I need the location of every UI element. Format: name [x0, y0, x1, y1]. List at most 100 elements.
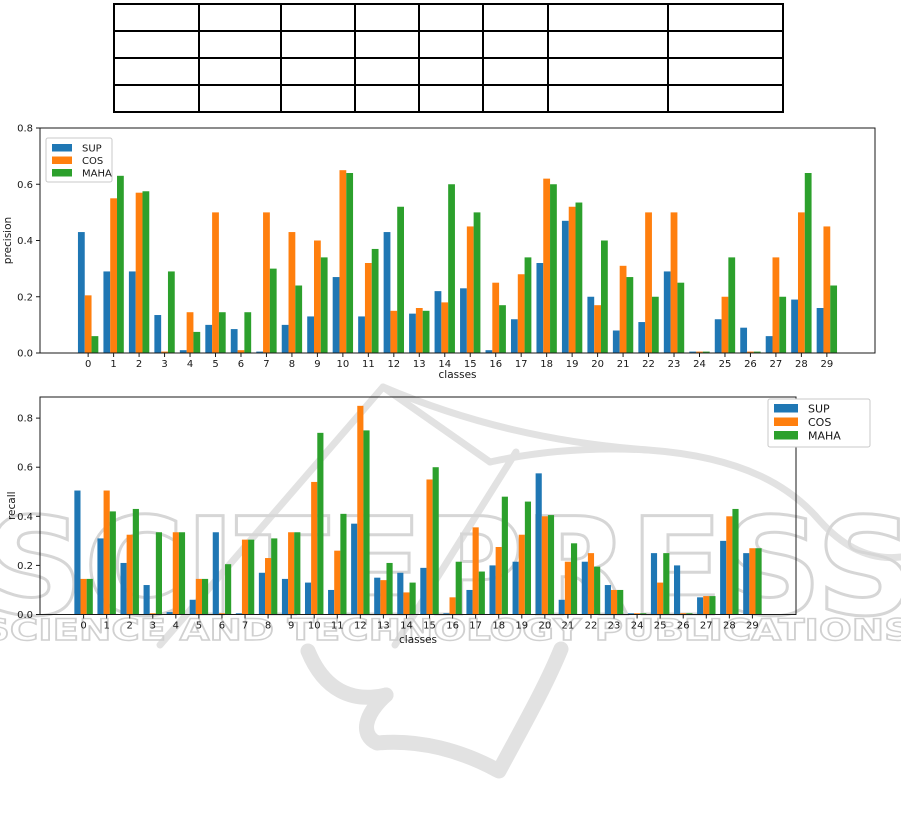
bar: [558, 599, 565, 615]
legend-swatch-COS: [774, 417, 798, 426]
x-tick-label: 11: [362, 359, 375, 370]
x-axis: 0 1 2 3 4 5 6 7 8 9 10 11 12 13 14 15 16 17 18 19 20 21 22 23 24…: [85, 353, 833, 381]
x-tick-label: 15: [423, 621, 436, 632]
bar: [434, 291, 442, 354]
bar-series-SUP: [77, 220, 824, 354]
bar: [650, 553, 658, 615]
bar: [307, 316, 314, 353]
bar: [295, 285, 303, 353]
bar: [117, 175, 124, 353]
x-tick-label: 11: [331, 621, 344, 632]
bar: [422, 310, 430, 353]
bar: [772, 257, 780, 354]
watermark-subtitle: SCIENCE AND TECHNOLOGY PUBLICATIONS: [0, 613, 901, 647]
x-tick-label: 14: [400, 621, 413, 632]
bar: [626, 277, 634, 353]
bar: [314, 240, 321, 353]
bar: [265, 558, 272, 615]
bar: [726, 516, 733, 615]
bar: [161, 351, 168, 353]
x-tick-label: 4: [173, 621, 179, 632]
bar: [501, 496, 508, 615]
bar: [193, 331, 201, 353]
x-tick-label: 25: [654, 621, 667, 632]
bar: [449, 597, 456, 615]
table-cell: [417, 30, 484, 59]
bar: [499, 305, 506, 353]
bar: [178, 532, 186, 615]
bar: [386, 562, 393, 615]
legend-label-SUP: SUP: [808, 403, 830, 416]
bar: [97, 538, 104, 615]
bar: [195, 578, 202, 615]
bar: [441, 302, 449, 354]
legend-label-MAHA: MAHA: [82, 169, 112, 180]
bar-series-MAHA: [91, 173, 838, 354]
bar: [186, 312, 194, 353]
table-cell: [481, 3, 549, 32]
bar: [225, 564, 232, 615]
x-tick-label: 16: [489, 359, 502, 370]
bar-series-COS: [84, 170, 831, 354]
bar: [149, 613, 156, 615]
bar: [364, 263, 372, 353]
x-tick-label: 20: [538, 621, 551, 632]
bar: [747, 351, 754, 353]
bar: [397, 206, 404, 353]
bar: [371, 248, 379, 353]
x-axis-label: classes: [439, 369, 477, 381]
bar: [721, 296, 729, 353]
bar-series-SUP: [74, 473, 750, 615]
table-cell: [280, 84, 357, 113]
y-tick-label: 0.4: [17, 236, 33, 247]
x-tick-label: 21: [562, 621, 575, 632]
table-cell: [417, 57, 484, 86]
y-tick-label: 0.2: [17, 292, 33, 303]
bar: [510, 319, 518, 353]
bar: [328, 589, 335, 615]
bar: [634, 613, 641, 615]
table-cell: [112, 84, 201, 113]
x-tick-label: 6: [238, 359, 244, 370]
x-tick-label: 26: [744, 359, 757, 370]
bar: [466, 226, 474, 353]
table-cell: [280, 30, 357, 59]
bar: [332, 277, 340, 353]
bar: [294, 532, 301, 615]
bar: [340, 513, 347, 615]
bar: [604, 585, 611, 615]
x-tick-label: 27: [700, 621, 713, 632]
table-cell: [417, 84, 484, 113]
bar: [390, 310, 398, 353]
bar: [518, 534, 525, 615]
x-tick-label: 20: [591, 359, 604, 370]
bar: [317, 432, 324, 615]
table-cell: [666, 3, 785, 32]
bar: [619, 265, 627, 353]
bar: [753, 351, 761, 353]
table-cell: [481, 84, 549, 113]
bar: [218, 613, 226, 615]
bar: [823, 226, 831, 353]
x-tick-label: 22: [642, 359, 655, 370]
bar: [663, 553, 670, 615]
y-tick-label: 0.8: [17, 414, 33, 425]
bar: [346, 173, 354, 353]
x-tick-label: 4: [187, 359, 193, 370]
bar: [714, 319, 722, 353]
table-row: [112, 57, 785, 86]
bar: [132, 508, 139, 615]
bar: [110, 198, 118, 353]
bar: [230, 329, 238, 353]
bar: [670, 212, 678, 354]
bar: [426, 479, 433, 615]
bar: [383, 232, 391, 353]
x-tick-label: 26: [677, 621, 690, 632]
x-tick-label: 28: [723, 621, 736, 632]
bar: [258, 572, 266, 615]
bar: [720, 540, 727, 615]
bar: [466, 589, 473, 615]
table-cell: [354, 84, 420, 113]
